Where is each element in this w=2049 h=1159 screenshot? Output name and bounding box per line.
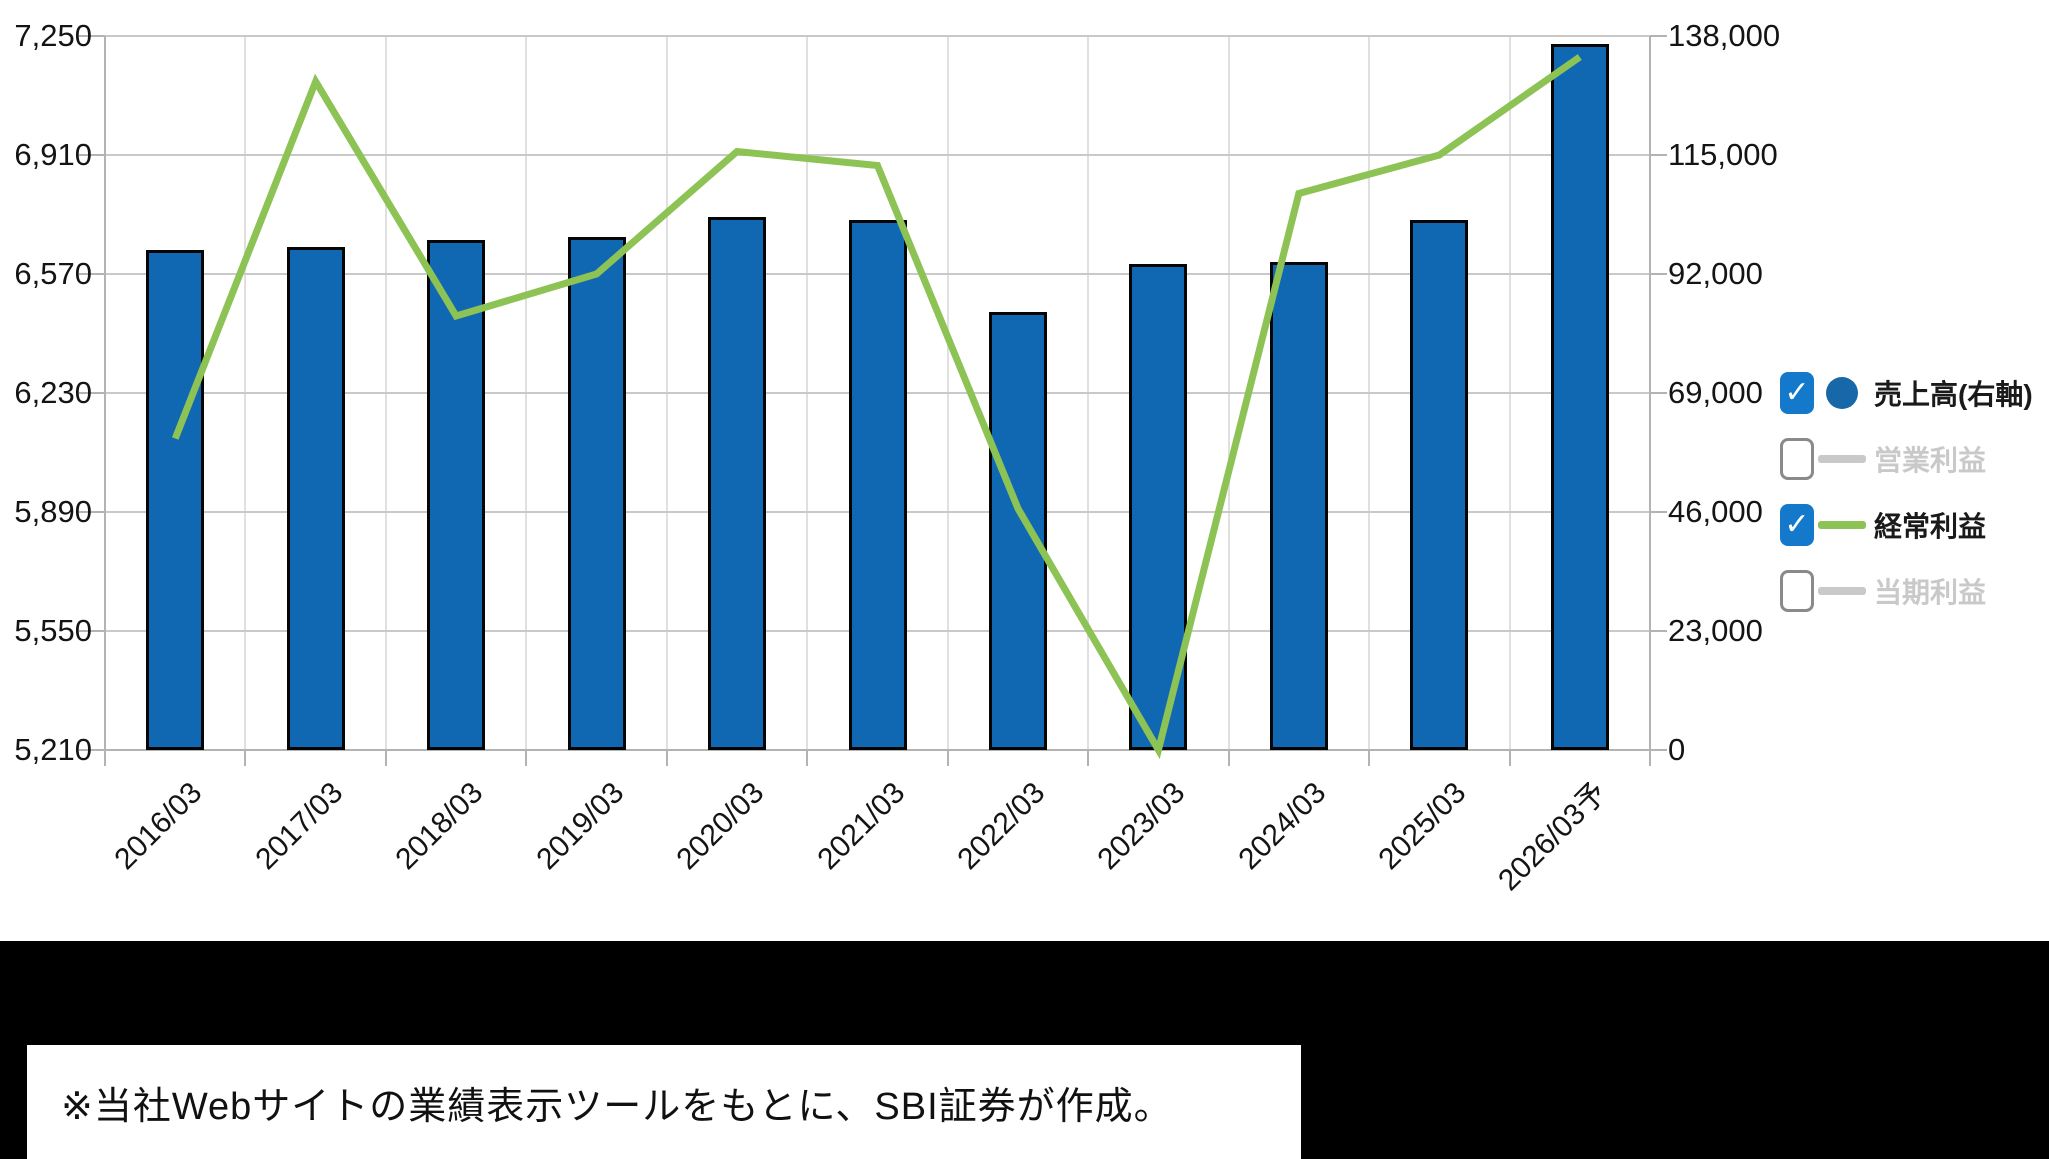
check-icon: ✓ [1784, 508, 1810, 541]
legend-item-operating-income: 営業利益 [1780, 426, 1986, 492]
left-axis-tick [79, 273, 105, 275]
legend-item-net-income: 当期利益 [1780, 558, 1986, 624]
legend-marker [1814, 587, 1870, 595]
right-axis-tick [1650, 392, 1667, 394]
right-axis-tick [1650, 35, 1667, 37]
x-axis-tick [946, 750, 949, 766]
legend-marker [1814, 377, 1870, 409]
right-axis-line [1649, 36, 1651, 766]
circle-marker-icon [1826, 377, 1858, 409]
x-axis-tick [1508, 750, 1511, 766]
x-axis-tick [1227, 750, 1230, 766]
right-axis-tick-label: 92,000 [1668, 256, 1763, 291]
left-axis-tick-label: 6,910 [14, 137, 92, 172]
right-axis-tick [1650, 154, 1667, 156]
legend-checkbox-operating-income[interactable] [1780, 438, 1814, 480]
legend-marker [1814, 521, 1870, 529]
revenue-bar [1410, 220, 1469, 750]
right-axis-tick [1650, 511, 1667, 513]
revenue-bar [848, 220, 907, 750]
x-axis-tick [244, 750, 247, 766]
right-axis-tick-label: 46,000 [1668, 494, 1763, 529]
x-axis-tick [806, 750, 809, 766]
left-axis-tick-label: 5,550 [14, 613, 92, 648]
line-marker-icon [1818, 521, 1866, 529]
legend-checkbox-net-income[interactable] [1780, 570, 1814, 612]
legend-marker [1814, 455, 1870, 463]
line-marker-icon [1818, 587, 1866, 595]
footnote-text: ※当社Webサイトの業績表示ツールをもとに、SBI証券が作成。 [61, 1085, 1173, 1128]
left-axis-tick-label: 7,250 [14, 18, 92, 53]
left-axis-tick [79, 511, 105, 513]
x-axis-tick [384, 750, 387, 766]
horizontal-gridline [105, 154, 1650, 156]
left-axis-tick-label: 6,230 [14, 375, 92, 410]
revenue-bar [146, 249, 205, 750]
legend-label-ordinary-income: 経常利益 [1874, 511, 1987, 542]
revenue-bar [567, 236, 626, 750]
right-axis-tick-label: 0 [1668, 732, 1686, 767]
revenue-bar [1129, 264, 1188, 750]
right-axis-tick-label: 138,000 [1668, 18, 1781, 53]
left-axis-tick [79, 630, 105, 632]
left-axis-tick-label: 6,570 [14, 256, 92, 291]
revenue-bar [988, 311, 1047, 750]
line-marker-icon [1818, 455, 1866, 463]
x-axis-tick [525, 750, 528, 766]
revenue-bar [1269, 262, 1328, 750]
left-axis-tick [79, 392, 105, 394]
legend-label-net-income: 当期利益 [1874, 577, 1987, 608]
left-axis-tick [79, 154, 105, 156]
left-axis-tick-label: 5,890 [14, 494, 92, 529]
legend-item-ordinary-income: ✓ 経常利益 [1780, 492, 1986, 558]
footnote-box: ※当社Webサイトの業績表示ツールをもとに、SBI証券が作成。 [27, 1045, 1301, 1159]
legend-label-revenue: 売上高(右軸) [1874, 379, 2033, 410]
revenue-bar [286, 246, 345, 750]
legend-label-operating-income: 営業利益 [1874, 445, 1987, 476]
right-axis-tick [1650, 630, 1667, 632]
right-axis-tick-label: 23,000 [1668, 613, 1763, 648]
right-axis-tick [1650, 749, 1667, 751]
left-axis-tick-label: 5,210 [14, 732, 92, 767]
x-axis-tick [665, 750, 668, 766]
revenue-bar [1550, 44, 1609, 750]
left-axis-tick [79, 35, 105, 37]
right-axis-tick-label: 115,000 [1668, 137, 1778, 172]
check-icon: ✓ [1784, 376, 1810, 409]
right-axis-tick [1650, 273, 1667, 275]
right-axis-tick-label: 69,000 [1668, 375, 1763, 410]
horizontal-gridline [105, 35, 1650, 37]
x-axis-tick [1087, 750, 1090, 766]
left-axis-line [104, 36, 106, 766]
revenue-bar [427, 239, 486, 750]
legend-checkbox-ordinary-income[interactable]: ✓ [1780, 504, 1814, 546]
legend-checkbox-revenue[interactable]: ✓ [1780, 372, 1814, 414]
revenue-bar [708, 217, 767, 750]
legend-item-revenue: ✓ 売上高(右軸) [1780, 360, 2033, 426]
x-axis-tick [1368, 750, 1371, 766]
left-axis-tick [79, 749, 105, 751]
